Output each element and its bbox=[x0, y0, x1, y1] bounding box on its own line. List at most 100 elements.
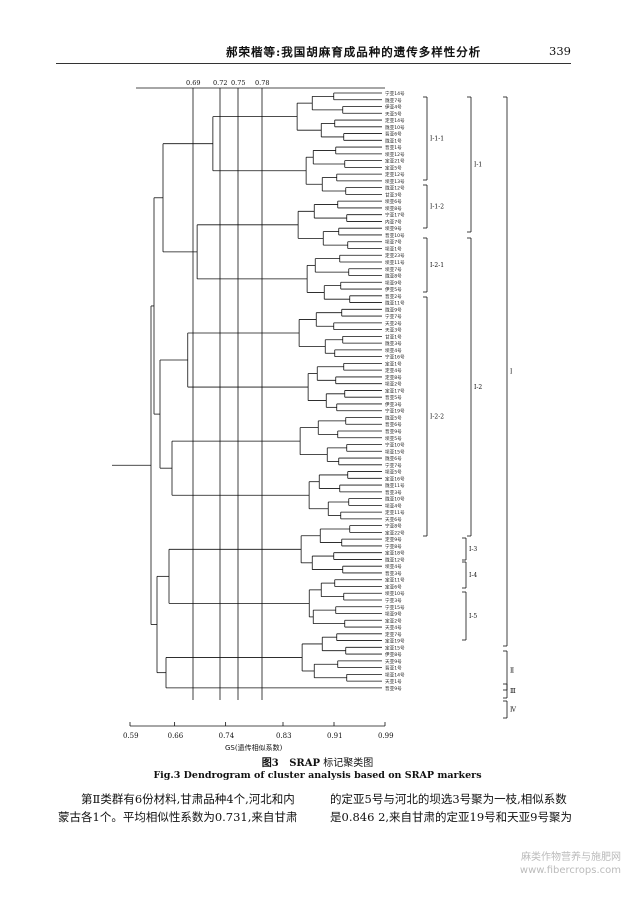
leaf-label: 陇亚3号 bbox=[385, 340, 402, 347]
leaf-label: 陇亚7号 bbox=[385, 97, 402, 104]
page-number: 339 bbox=[549, 44, 571, 58]
leaf-label: 晋亚9号 bbox=[385, 686, 402, 692]
leaf-label: 宁亚8号 bbox=[385, 543, 402, 550]
group-label: Ⅰ-1-2 bbox=[430, 204, 444, 211]
leaf-label: 宁亚7号 bbox=[385, 313, 402, 320]
x-tick-label: 0.59 bbox=[123, 732, 139, 740]
header-title: 郝荣楷等:我国胡麻育成品种的遗传多样性分析 bbox=[226, 45, 482, 59]
leaf-label: 天亚2号 bbox=[385, 321, 402, 327]
leaf-label: 内亚7号 bbox=[385, 218, 402, 225]
leaf-label: 坝亚13号 bbox=[385, 178, 405, 185]
figure-title-cn-a: SRAP bbox=[289, 758, 321, 769]
leaf-label: 坝亚11号 bbox=[385, 259, 405, 266]
leaf-label: 天亚9号 bbox=[385, 659, 402, 665]
leaf-label: 宁亚3号 bbox=[385, 597, 402, 604]
leaf-label: 坝亚9号 bbox=[385, 611, 402, 618]
leaf-label: 定亚2号 bbox=[385, 617, 402, 624]
group-label: Ⅰ-5 bbox=[469, 613, 477, 620]
leaf-label: 宁亚17号 bbox=[385, 212, 405, 219]
leaf-label: 定亚19号 bbox=[385, 638, 405, 645]
group-label: Ⅰ-1 bbox=[474, 162, 482, 169]
x-tick-label: 0.66 bbox=[168, 732, 184, 740]
leaf-label: 陇亚12号 bbox=[385, 556, 405, 563]
figure-number-cn: 图3 bbox=[261, 758, 279, 769]
leaf-label: 坝亚1号 bbox=[385, 245, 402, 252]
leaf-label: 陇亚11号 bbox=[385, 482, 405, 489]
leaf-label: 晋亚10号 bbox=[385, 233, 405, 239]
group-label: Ⅰ-2-2 bbox=[430, 414, 444, 421]
top-marker-label: 0.78 bbox=[255, 79, 269, 87]
group-label: Ⅰ-1-1 bbox=[430, 136, 444, 143]
leaf-label: 坝亚5号 bbox=[385, 435, 402, 442]
leaf-label: 定亚17号 bbox=[385, 387, 405, 394]
leaf-label: 晋亚6号 bbox=[385, 132, 402, 138]
leaf-label: 陇亚10号 bbox=[385, 124, 405, 131]
leaf-label: 坝亚5号 bbox=[385, 469, 402, 476]
watermark: 麻类作物营养与施肥网 www.fibercrops.com bbox=[520, 851, 621, 877]
top-marker-label: 0.69 bbox=[186, 79, 200, 87]
leaf-label: 坝亚8号 bbox=[385, 205, 402, 212]
group-label: Ⅰ-4 bbox=[469, 572, 477, 579]
leaf-label: 甘亚1号 bbox=[385, 333, 402, 340]
leaf-label: 伊亚3号 bbox=[385, 401, 402, 408]
leaf-label: 晋亚1号 bbox=[385, 145, 402, 151]
running-header: 郝荣楷等:我国胡麻育成品种的遗传多样性分析 339 bbox=[56, 44, 571, 60]
leaf-label: 定亚9号 bbox=[385, 536, 402, 543]
leaf-label: 坝亚15号 bbox=[385, 448, 405, 455]
leaf-label: 晋亚9号 bbox=[385, 429, 402, 435]
leaf-label: 坝亚4号 bbox=[385, 502, 402, 509]
leaf-label: 坝亚14号 bbox=[385, 671, 405, 678]
x-axis-label: GS(遗传相似系数) bbox=[225, 743, 283, 752]
group-label: Ⅰ-3 bbox=[469, 546, 477, 553]
leaf-label: 坝亚12号 bbox=[385, 151, 405, 158]
body-right-column: 的定亚5号与河北的坝选3号聚为一枝,相似系数是0.846 2,来自甘肃的定亚19… bbox=[330, 792, 572, 824]
leaf-label: 宁亚14号 bbox=[385, 90, 405, 97]
leaf-label: 晋亚1号 bbox=[385, 666, 402, 672]
leaf-label: 陇亚1号 bbox=[385, 137, 402, 144]
leaf-label: 宁亚15号 bbox=[385, 604, 405, 611]
leaf-label: 定亚16号 bbox=[385, 475, 405, 482]
leaf-label: 定亚8号 bbox=[385, 374, 402, 381]
leaf-label: 晋亚3号 bbox=[385, 571, 402, 577]
leaf-label: 定亚22号 bbox=[385, 529, 405, 536]
leaf-label: 定亚7号 bbox=[385, 631, 402, 638]
leaf-label: 定亚14号 bbox=[385, 117, 405, 124]
leaf-label: 陇亚5号 bbox=[385, 414, 402, 421]
top-marker-label: 0.75 bbox=[231, 79, 245, 87]
x-tick-label: 0.99 bbox=[378, 732, 394, 740]
leaf-label: 坝亚7号 bbox=[385, 239, 402, 246]
leaf-label: 天亚5号 bbox=[385, 111, 402, 117]
leaf-label: 晋亚6号 bbox=[385, 422, 402, 428]
leaf-label: 甘亚3号 bbox=[385, 191, 402, 198]
leaf-label: 坝亚7号 bbox=[385, 266, 402, 273]
group-label: Ⅳ bbox=[510, 707, 517, 714]
leaf-label: 定亚15号 bbox=[385, 644, 405, 651]
leaf-label: 陇亚11号 bbox=[385, 300, 405, 307]
leaf-label: 坝亚10号 bbox=[385, 590, 405, 597]
leaf-label: 定亚4号 bbox=[385, 367, 402, 374]
leaf-label: 天亚3号 bbox=[385, 328, 402, 334]
leaf-label: 天亚4号 bbox=[385, 625, 402, 631]
group-label: Ⅱ bbox=[510, 668, 514, 675]
header-rule bbox=[56, 63, 571, 64]
leaf-label: 宁亚7号 bbox=[385, 462, 402, 469]
x-tick-label: 0.83 bbox=[276, 732, 292, 740]
x-tick-label: 0.91 bbox=[327, 732, 343, 740]
leaf-label: 陇亚6号 bbox=[385, 455, 402, 462]
leaf-label: 宁亚10号 bbox=[385, 442, 405, 449]
leaf-label: 陇亚9号 bbox=[385, 306, 402, 313]
leaf-label: 定亚21号 bbox=[385, 158, 405, 165]
top-marker-label: 0.72 bbox=[213, 79, 227, 87]
leaf-label: 伊亚4号 bbox=[385, 104, 402, 111]
leaf-label: 坝亚9号 bbox=[385, 225, 402, 232]
group-label: Ⅲ bbox=[510, 688, 516, 695]
leaf-label: 坝亚4号 bbox=[385, 347, 402, 354]
leaf-label: 伊亚8号 bbox=[385, 651, 402, 658]
leaf-label: 宁亚19号 bbox=[385, 408, 405, 415]
leaf-label: 天亚1号 bbox=[385, 679, 402, 685]
leaf-label: 坝亚2号 bbox=[385, 381, 402, 388]
leaf-label: 陇亚8号 bbox=[385, 273, 402, 280]
figure-caption-en: Fig.3 Dendrogram of cluster analysis bas… bbox=[153, 770, 482, 781]
dendrogram-chart: 宁亚14号陇亚7号伊亚4号天亚5号定亚14号陇亚10号晋亚6号陇亚1号晋亚1号坝… bbox=[112, 79, 517, 752]
leaf-label: 宁亚16号 bbox=[385, 354, 405, 361]
